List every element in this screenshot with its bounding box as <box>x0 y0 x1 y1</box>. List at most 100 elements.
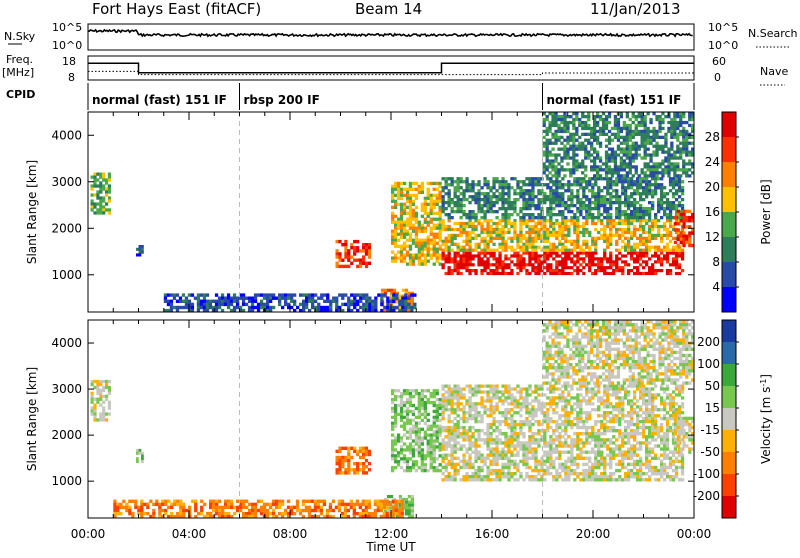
power-cell <box>654 260 657 263</box>
velocity-cell <box>427 434 430 437</box>
velocity-cell <box>558 475 561 478</box>
velocity-cell <box>525 466 528 469</box>
power-cell <box>218 306 221 309</box>
power-cell <box>669 222 672 225</box>
power-cell <box>567 231 570 234</box>
power-cell <box>451 257 454 260</box>
power-cell <box>263 303 266 306</box>
power-cell <box>433 236 436 239</box>
power-cell <box>397 257 400 260</box>
power-cell <box>605 168 608 171</box>
velocity-cell <box>341 462 344 465</box>
power-cell <box>534 237 537 240</box>
power-cell <box>254 293 257 296</box>
velocity-cell <box>564 469 567 472</box>
power-cell <box>621 246 624 249</box>
power-cell <box>566 156 569 159</box>
power-cell <box>185 297 188 300</box>
power-cell <box>537 180 540 183</box>
power-cell <box>498 272 501 275</box>
power-cell <box>632 130 635 133</box>
power-cell <box>573 222 576 225</box>
power-cell <box>329 300 332 303</box>
power-cell <box>572 145 575 148</box>
power-cell <box>546 237 549 240</box>
power-cell <box>633 228 636 231</box>
power-cell <box>495 189 498 192</box>
power-cell <box>465 249 468 252</box>
velocity-cell <box>468 426 471 429</box>
power-cell <box>566 168 569 171</box>
power-cell <box>468 195 471 198</box>
power-cell <box>603 198 606 201</box>
power-cell <box>406 251 409 254</box>
power-cell <box>648 201 651 204</box>
power-cell <box>642 225 645 228</box>
power-cell <box>412 230 415 233</box>
velocity-cell <box>570 460 573 463</box>
velocity-cell <box>96 386 99 389</box>
power-cell <box>629 165 632 168</box>
power-cell <box>483 180 486 183</box>
power-cell <box>91 187 94 190</box>
power-cell <box>108 173 111 176</box>
power-cell <box>269 306 272 309</box>
power-cell <box>391 212 394 215</box>
power-cell <box>660 216 663 219</box>
velocity-cell <box>582 426 585 429</box>
power-cell <box>501 249 504 252</box>
power-cell <box>501 237 504 240</box>
power-cell <box>630 201 633 204</box>
velocity-cell <box>341 459 344 462</box>
velocity-cell <box>495 454 498 457</box>
power-cell <box>412 209 415 212</box>
velocity-cell <box>555 438 558 441</box>
power-cell <box>587 151 590 154</box>
power-cell <box>636 177 639 180</box>
power-cell <box>504 249 507 252</box>
velocity-cell <box>630 432 633 435</box>
velocity-cell <box>495 457 498 460</box>
velocity-cell <box>421 448 424 451</box>
velocity-cell <box>660 447 663 450</box>
power-cell <box>516 213 519 216</box>
power-cell <box>615 213 618 216</box>
power-cell <box>534 269 537 272</box>
power-cell <box>648 189 651 192</box>
velocity-cell <box>406 422 409 425</box>
power-cell <box>465 213 468 216</box>
power-cell <box>579 207 582 210</box>
power-cell <box>510 254 513 257</box>
power-cell <box>442 249 445 252</box>
velocity-cell <box>93 398 96 401</box>
power-cell <box>522 192 525 195</box>
power-cell <box>377 293 380 296</box>
velocity-cell <box>391 392 394 395</box>
velocity-cell <box>457 447 460 450</box>
power-cell <box>614 151 617 154</box>
velocity-cell <box>93 415 96 418</box>
power-cell <box>564 189 567 192</box>
power-cell <box>448 249 451 252</box>
velocity-cell <box>504 475 507 478</box>
velocity-cell <box>495 451 498 454</box>
power-cell <box>685 151 688 154</box>
power-cell <box>543 195 546 198</box>
velocity-cell <box>495 438 498 441</box>
power-cell <box>504 210 507 213</box>
power-cell <box>427 212 430 215</box>
power-cell <box>510 269 513 272</box>
power-cell <box>368 300 371 303</box>
power-cell <box>609 257 612 260</box>
power-cell <box>507 213 510 216</box>
power-cell <box>495 237 498 240</box>
velocity-cell <box>582 475 585 478</box>
power-cell <box>593 124 596 127</box>
velocity-cell <box>570 469 573 472</box>
power-cell <box>575 145 578 148</box>
power-cell <box>666 243 669 246</box>
velocity-cell <box>498 469 501 472</box>
power-cell <box>579 198 582 201</box>
power-cell <box>666 237 669 240</box>
power-cell <box>680 231 683 234</box>
